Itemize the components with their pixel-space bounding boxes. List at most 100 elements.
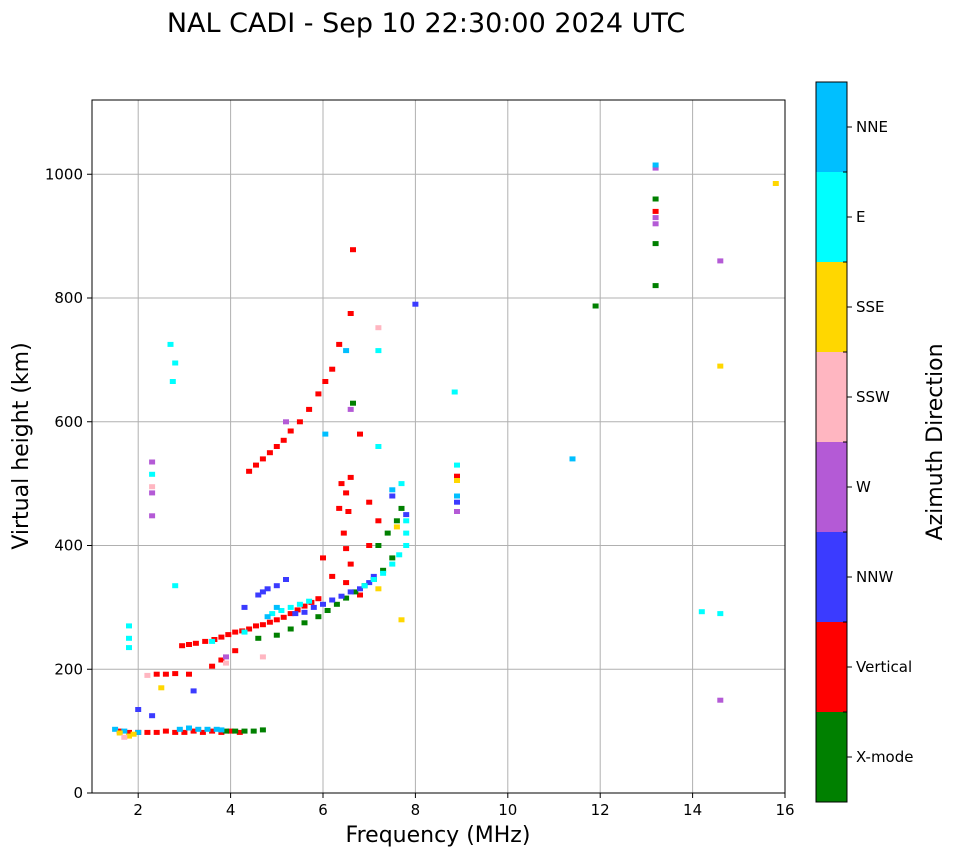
data-point (269, 611, 276, 617)
data-point (181, 729, 188, 735)
data-point (315, 596, 322, 602)
data-point (259, 654, 266, 660)
data-point (179, 643, 186, 649)
data-point (403, 518, 410, 524)
data-point (169, 379, 176, 384)
data-point (698, 609, 705, 615)
data-point (273, 617, 280, 623)
data-point (278, 608, 285, 613)
data-point (451, 389, 458, 395)
data-point (209, 638, 216, 644)
series-nne (112, 162, 659, 735)
data-point (306, 598, 313, 604)
data-point (301, 603, 308, 609)
data-point (343, 546, 350, 552)
data-point (357, 592, 363, 598)
data-point (366, 543, 373, 548)
data-point (370, 573, 377, 579)
data-point (172, 583, 179, 589)
data-point (375, 325, 382, 331)
data-point (343, 348, 350, 354)
data-point (652, 283, 659, 289)
data-point (126, 733, 132, 739)
data-point (287, 611, 294, 617)
data-point (772, 181, 779, 186)
data-point (652, 196, 659, 202)
data-point (343, 490, 350, 496)
data-point (454, 473, 460, 479)
data-point (350, 400, 356, 406)
data-point (149, 490, 156, 496)
data-point (287, 428, 294, 434)
data-point (396, 552, 403, 558)
data-point (253, 462, 259, 468)
data-point (370, 577, 377, 582)
x-tick-label: 12 (591, 801, 610, 819)
data-point (717, 363, 724, 369)
data-point (454, 493, 460, 499)
data-point (264, 614, 271, 620)
data-point (192, 640, 199, 646)
plot-area (91, 99, 786, 794)
data-point (398, 505, 405, 511)
data-point (652, 162, 659, 168)
data-point (202, 638, 209, 644)
data-point (301, 620, 308, 626)
data-point (172, 729, 179, 735)
x-tick-label: 16 (775, 801, 794, 819)
data-point (375, 518, 382, 524)
data-point (333, 601, 340, 607)
data-point (393, 524, 400, 530)
data-point (172, 360, 179, 366)
data-point (340, 530, 347, 536)
data-point (717, 697, 724, 703)
data-point (384, 530, 391, 536)
data-point (338, 593, 345, 599)
colorbar-segment (816, 712, 847, 802)
grid-lines (92, 100, 786, 794)
data-point (361, 583, 368, 589)
data-point (204, 726, 211, 732)
data-point (398, 481, 405, 487)
data-point (310, 604, 317, 610)
colorbar-label: NNW (856, 568, 893, 586)
data-point (209, 728, 216, 734)
data-point (398, 617, 405, 623)
data-point (403, 512, 410, 518)
data-point (246, 626, 253, 632)
series-sse (116, 181, 779, 739)
data-point (301, 609, 308, 615)
data-point (296, 419, 303, 425)
data-point (287, 626, 294, 632)
data-point (403, 543, 410, 548)
data-point (306, 406, 313, 412)
data-point (253, 623, 259, 629)
y-axis-label: Virtual height (km) (9, 342, 34, 549)
data-point (232, 728, 239, 734)
data-point (375, 586, 382, 592)
data-point (232, 648, 239, 654)
data-point (225, 632, 232, 638)
data-point (223, 728, 229, 734)
series-x-mode (223, 196, 659, 734)
data-point (403, 530, 410, 536)
colorbar-segment (816, 622, 847, 712)
colorbar-title: Azimuth Direction (923, 343, 948, 540)
colorbar-label: NNE (856, 118, 888, 136)
series-w (149, 165, 724, 703)
data-point (126, 635, 132, 641)
data-point (336, 341, 343, 347)
data-point (246, 468, 253, 474)
data-point (236, 729, 243, 735)
colorbar-segment (816, 442, 847, 532)
x-tick-label: 6 (318, 801, 328, 819)
series-nnw (135, 301, 460, 719)
x-axis-ticks: 2 4 6 8 10 12 14 16 (133, 793, 795, 819)
data-point (296, 601, 303, 607)
y-axis-ticks: 0 200 400 600 800 1000 (45, 165, 92, 802)
data-point (149, 471, 156, 477)
data-point (347, 406, 354, 412)
data-point (717, 258, 724, 264)
data-point (345, 509, 352, 514)
data-points (112, 162, 779, 740)
